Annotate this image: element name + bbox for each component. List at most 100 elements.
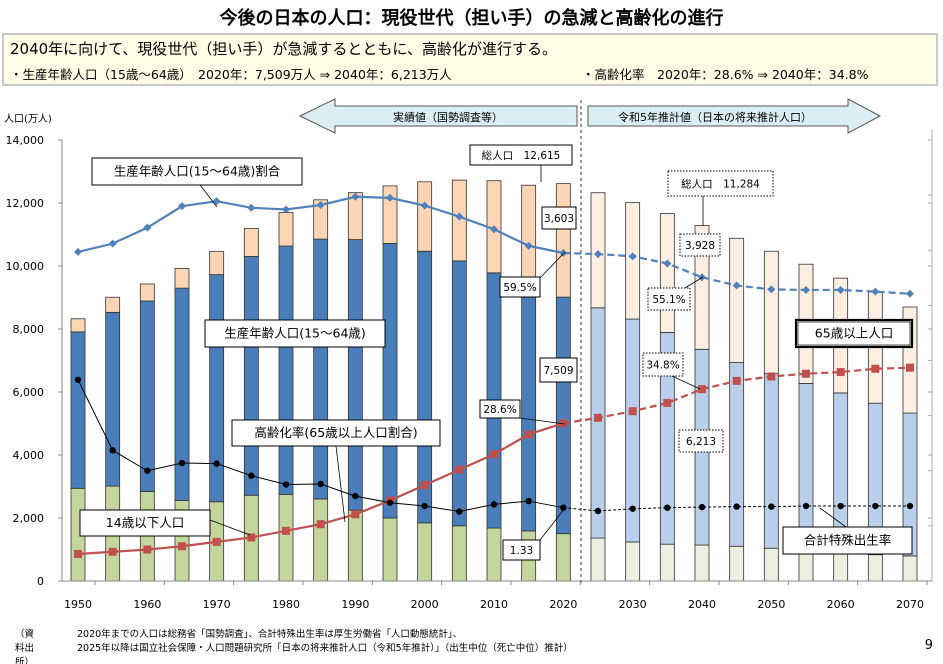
aging-rate-point-2005 [455,465,464,474]
callout-elderly-label: 65歳以上人口 [815,326,893,341]
bar-young-2010 [486,527,502,582]
working-ratio-point-1980 [282,205,290,214]
bar-elderly-1950 [70,318,86,333]
callout-total-2020: 総人口 12,615 [482,149,561,162]
fertility-rate-point-2070 [906,502,914,510]
working-ratio-point-1995 [386,193,394,202]
callout-box-aging-label [231,419,441,447]
summary-box: 2040年に向けて、現役世代（担い手）が急減するとともに、高齢化が進行する。 ・… [2,33,938,86]
working-ratio-point-2035 [663,259,672,268]
aging-rate-point-1985 [316,520,325,529]
bar-working-1985 [313,238,329,500]
bar-working-1980 [278,245,294,495]
bar-young-1995 [382,517,398,582]
leader-line [335,445,346,523]
leader-line [671,375,701,390]
callout-working-label: 生産年齢人口(15～64歳) [224,326,366,341]
fertility-rate-point-1955 [109,447,116,454]
aging-rate-point-2015 [524,430,533,439]
callout-ratio-label: 生産年齢人口(15～64歳)割合 [114,164,281,179]
bar-working-1965 [174,287,190,501]
bar-working-2005 [451,260,467,527]
fertility-rate-point-1980 [282,481,290,488]
callout-aging-label: 高齢化率(65歳以上人口割合) [254,425,417,440]
bar-young-2000 [417,522,433,582]
working-ratio-point-1990 [351,192,360,201]
working-ratio-point-1950 [74,247,82,256]
summary-aging: ・高齢化率 2020年：28.6% ⇒ 2040年：34.8% [582,67,869,82]
working-ratio-point-2060 [836,285,845,294]
bar-working-2015 [521,290,537,532]
working-ratio-point-2005 [455,212,464,221]
fertility-rate-point-2005 [456,508,463,515]
x-tick-label: 1980 [272,598,300,611]
bar-working-1970 [209,274,225,503]
aging-rate-point-2065 [871,364,880,373]
bar-elderly-1980 [278,212,294,247]
working-ratio-point-2020 [559,249,568,258]
bar-young-2040 [694,544,710,582]
bar-elderly-1990 [347,192,363,240]
aging-rate-point-2055 [802,369,810,378]
fertility-rate-point-1975 [248,472,255,479]
bar-working-1995 [382,243,398,519]
working-ratio-point-2065 [871,287,880,296]
callout-tfr-label: 合計特殊出生率 [804,533,892,548]
bar-elderly-2040 [694,225,710,350]
bar-young-1980 [278,493,294,582]
working-ratio-point-1955 [108,239,117,248]
bar-young-2005 [451,525,467,582]
working-ratio-point-1970 [212,197,221,206]
callout-box-ratio-label [91,157,303,186]
aging-rate-point-2025 [594,413,602,422]
fertility-rate-point-2010 [490,501,498,508]
bar-elderly-2045 [729,237,745,363]
callout-box-elderly-2020 [541,206,577,230]
working-ratio-point-2045 [732,281,741,290]
bar-working-1955 [105,311,121,487]
y-axis-label: 人口(万人) [4,113,52,125]
callout-box-ratio-2020 [499,276,541,298]
bar-working-2050 [763,373,779,549]
aging-rate-point-2020 [559,419,568,428]
y-tick-label: 10,000 [6,260,45,273]
bar-elderly-1995 [382,185,398,244]
callout-working-2040: 6,213 [686,436,716,448]
callout-box-young-label [79,509,211,537]
working-ratio-point-2050 [767,285,776,294]
aging-rate-point-1965 [178,542,186,551]
bar-working-1950 [70,331,86,489]
aging-rate-point-2010 [490,450,498,459]
aging-rate-point-2040 [698,385,706,394]
actual-arrow-label: 実績値（国勢調査等） [393,110,503,124]
callout-box-aging-2020 [479,399,521,419]
fertility-rate-point-1960 [144,467,151,474]
bar-elderly-2035 [659,213,675,333]
fertility-rate-point-1995 [386,499,394,506]
working-ratio-point-1960 [143,223,152,232]
source-label: （資料出所） [15,629,35,664]
bar-young-1985 [313,498,329,582]
callout-box-working-2040 [678,429,724,453]
callout-total-2040: 総人口 11,284 [681,178,760,191]
fertility-rate-point-2045 [733,503,740,510]
callout-box-working-2020 [539,357,578,383]
callout-box-ratio-2040 [647,287,691,311]
y-tick-label: 4,000 [13,449,45,462]
bar-working-1990 [347,239,363,511]
fertility-rate-point-1965 [178,459,186,467]
aging-rate-point-1975 [247,533,256,542]
x-tick-label: 2030 [619,598,647,611]
bar-elderly-2050 [763,250,779,375]
bar-young-2050 [763,547,779,582]
aging-rate-point-2060 [836,368,845,377]
aging-rate-point-2030 [628,407,637,416]
bar-elderly-2020 [555,183,571,298]
callout-aging-2020: 28.6% [483,404,516,416]
x-tick-label: 1950 [64,598,92,611]
bar-elderly-1955 [105,296,121,313]
bar-young-2060 [833,552,849,582]
fertility-rate-point-2065 [872,502,879,510]
bar-working-1960 [139,300,155,492]
aging-rate-point-1955 [108,547,117,556]
